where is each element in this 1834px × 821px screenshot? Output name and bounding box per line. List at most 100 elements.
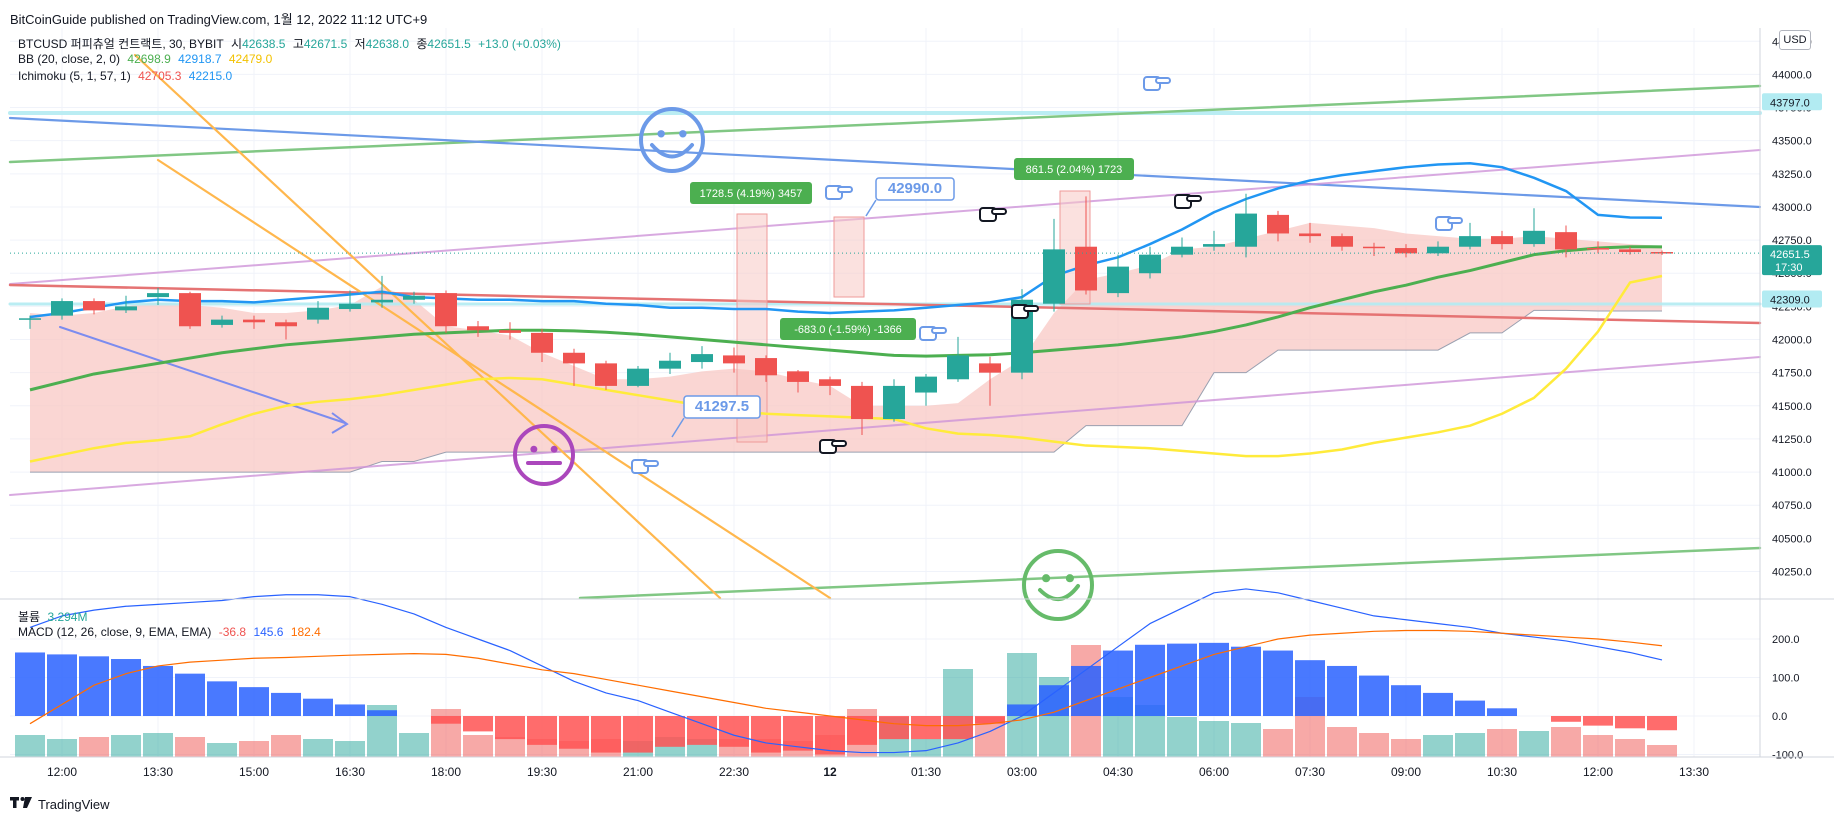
- tradingview-logo-icon[interactable]: [10, 797, 32, 812]
- legend-symbol[interactable]: BTCUSD 퍼피츄얼 컨트랙트, 30, BYBIT: [18, 37, 224, 51]
- volume-bar: [1263, 729, 1293, 757]
- price-label: 42651.517:30: [1762, 245, 1822, 276]
- drawing-annotations[interactable]: 1728.5 (4.19%) 3457 861.5 (2.04%) 1723 -68…: [513, 76, 1463, 621]
- macd-histogram-bar: [1455, 700, 1485, 716]
- legend-volume: 볼륨 3.294M: [18, 608, 91, 625]
- pointing-hand-icon: [1011, 304, 1039, 319]
- price-tick-label: 41000.0: [1772, 467, 1812, 479]
- macd-histogram-bar: [975, 716, 1005, 724]
- macd-histogram-bar: [1135, 644, 1165, 716]
- measure-label-3: -683.0 (-1.59%) -1366: [780, 318, 916, 340]
- price-label-countdown: 17:30: [1775, 262, 1803, 274]
- macd-histogram-bar: [655, 716, 685, 747]
- macd-histogram-bar: [591, 716, 621, 753]
- candle-body: [915, 376, 937, 393]
- candle-body: [979, 363, 1001, 373]
- price-tick-label: 40250.0: [1772, 566, 1812, 578]
- candle-body: [51, 301, 73, 316]
- volume-bar: [1199, 721, 1229, 757]
- price-tick-label: 43250.0: [1772, 169, 1812, 181]
- time-tick-label: 13:30: [1679, 765, 1709, 779]
- measure-label-1-bg: [690, 182, 812, 204]
- macd-histogram-bar: [335, 704, 365, 716]
- pointing-hand-icon: [825, 185, 853, 200]
- macd-histogram-bar: [239, 687, 269, 716]
- footer-brand[interactable]: TradingView: [38, 797, 110, 812]
- macd-histogram-bar: [47, 654, 77, 716]
- trend-line-blue: [8, 116, 1762, 209]
- time-tick-label: 12: [823, 765, 837, 779]
- candle-body: [851, 385, 873, 420]
- top-bar: BitCoinGuide published on TradingView.co…: [0, 0, 1834, 28]
- macd-histogram-bar: [1103, 650, 1133, 716]
- legend-volume-label[interactable]: 볼륨: [18, 610, 41, 624]
- volume-bar: [79, 737, 109, 757]
- legend-bb-label[interactable]: BB (20, close, 2, 0): [18, 52, 121, 66]
- candle-body: [499, 330, 521, 333]
- time-tick-label: 03:00: [1007, 765, 1037, 779]
- macd-histogram-bar: [79, 656, 109, 716]
- neutral-emoji-icon: [513, 424, 575, 486]
- volume-bar: [239, 741, 269, 757]
- macd-histogram-bar: [1551, 716, 1581, 722]
- price-label-text: 42651.5: [1770, 249, 1810, 261]
- time-tick-label: 16:30: [335, 765, 365, 779]
- time-tick-label: 13:30: [143, 765, 173, 779]
- macd-histogram-bar: [1359, 675, 1389, 716]
- trend-line-violet-upper: [9, 149, 1761, 285]
- volume-bar: [175, 737, 205, 757]
- macd-histogram-bar: [111, 659, 141, 716]
- price-tick-label: 43500.0: [1772, 136, 1812, 148]
- volume-bar: [1455, 733, 1485, 757]
- volume-bar: [111, 735, 141, 757]
- legend-macd-label[interactable]: MACD (12, 26, close, 9, EMA, EMA): [18, 625, 212, 639]
- candles[interactable]: [10, 193, 1760, 435]
- published-info: BitCoinGuide published on TradingView.co…: [10, 12, 428, 27]
- legend-change: +13.0 (+0.03%): [478, 37, 561, 51]
- bb-lower-line: [29, 274, 1663, 463]
- macd-histogram-bar: [1007, 704, 1037, 716]
- currency-button[interactable]: USD: [1779, 30, 1811, 50]
- candle-body: [19, 318, 41, 320]
- smile-emoji-icon-eye: [657, 130, 665, 138]
- candle-body: [1331, 236, 1353, 247]
- bb-middle-line: [29, 245, 1663, 392]
- volume-bar: [911, 739, 941, 757]
- price-callout-41297: 41297.5: [683, 395, 761, 419]
- macd-histogram-bar: [1295, 660, 1325, 716]
- candle-body: [1491, 236, 1513, 245]
- measure-label-1: 1728.5 (4.19%) 3457: [690, 182, 812, 204]
- pointing-hand-icon-finger: [991, 208, 1007, 215]
- price-tick-label: 43000.0: [1772, 202, 1812, 214]
- measure-box-2: [833, 216, 865, 298]
- macd-histogram-bar: [175, 673, 205, 716]
- macd-histogram-bar: [1167, 643, 1197, 716]
- candle-body: [1267, 214, 1289, 234]
- volume-bar: [271, 735, 301, 757]
- macd-histogram-bar: [527, 716, 557, 745]
- happy-emoji-icon-eye: [1042, 574, 1051, 583]
- macd-histogram-bar: [751, 716, 781, 753]
- macd-histogram-bar: [1391, 685, 1421, 716]
- price-tick-label: 41750.0: [1772, 368, 1812, 380]
- macd-histogram-bar: [367, 710, 397, 716]
- pointing-hand-icon: [979, 207, 1007, 222]
- arrow-head: [331, 412, 349, 434]
- pointing-hand-icon-finger: [931, 327, 947, 334]
- candle-body: [211, 319, 233, 325]
- volume-bar: [1647, 745, 1677, 757]
- legend-bb: BB (20, close, 2, 0) 42698.9 42918.7 424…: [18, 52, 276, 66]
- candle-body: [627, 368, 649, 386]
- candle-body: [531, 332, 553, 353]
- pointing-hand-icon-finger: [1155, 77, 1171, 84]
- legend-ichimoku-label[interactable]: Ichimoku (5, 1, 57, 1): [18, 69, 131, 83]
- time-tick-label: 22:30: [719, 765, 749, 779]
- legend-high-value: 42671.5: [303, 37, 348, 51]
- macd-histogram-bar: [1231, 646, 1261, 716]
- legend-low-value: 42638.0: [365, 37, 410, 51]
- macd-histogram-bar: [271, 692, 301, 716]
- time-tick-label: 09:00: [1391, 765, 1421, 779]
- volume-bar: [495, 737, 525, 757]
- trend-lines[interactable]: [8, 53, 1762, 600]
- chart-canvas[interactable]: 1728.5 (4.19%) 3457 861.5 (2.04%) 1723 -68…: [0, 28, 1834, 796]
